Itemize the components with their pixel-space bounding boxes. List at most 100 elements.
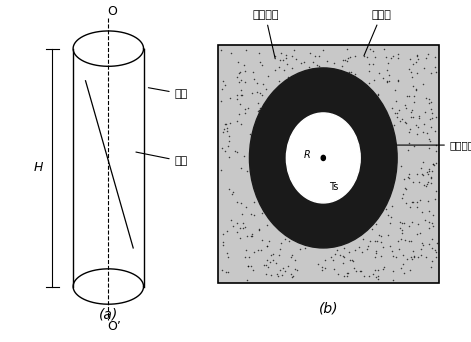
Point: [384, 232, 392, 237]
Point: [249, 267, 257, 273]
Point: [227, 51, 235, 56]
Point: [408, 219, 416, 225]
Point: [217, 98, 225, 104]
Point: [218, 145, 226, 150]
Point: [425, 136, 433, 142]
Point: [415, 180, 422, 185]
Point: [254, 101, 262, 106]
Point: [392, 255, 399, 260]
Point: [369, 48, 376, 53]
Point: [223, 228, 231, 234]
Point: [390, 254, 397, 259]
Point: [255, 227, 262, 232]
Text: H: H: [33, 161, 42, 174]
Point: [219, 79, 226, 84]
Point: [237, 121, 245, 127]
Point: [351, 54, 359, 59]
Point: [350, 265, 358, 270]
Point: [428, 181, 435, 186]
Point: [425, 167, 432, 172]
Point: [423, 169, 431, 174]
Point: [245, 254, 253, 259]
Point: [330, 266, 338, 272]
Point: [276, 267, 284, 272]
Point: [226, 120, 234, 126]
Point: [237, 166, 245, 171]
Point: [417, 252, 425, 258]
Point: [263, 87, 270, 92]
Point: [382, 54, 390, 60]
Point: [400, 221, 408, 226]
Point: [245, 105, 252, 111]
Point: [287, 272, 294, 277]
Point: [246, 131, 254, 137]
Point: [401, 238, 408, 243]
Point: [432, 142, 440, 148]
Text: Ts: Ts: [329, 182, 339, 192]
Point: [298, 60, 305, 65]
Point: [422, 95, 430, 100]
Point: [431, 54, 439, 60]
Point: [219, 130, 227, 135]
Point: [425, 145, 433, 150]
Point: [236, 225, 244, 231]
Point: [389, 54, 397, 59]
Point: [254, 247, 261, 253]
Point: [343, 47, 351, 52]
Circle shape: [286, 113, 360, 203]
Point: [429, 161, 437, 166]
Point: [225, 154, 233, 159]
Point: [249, 232, 256, 237]
Point: [243, 233, 251, 239]
Point: [233, 229, 241, 234]
Point: [290, 273, 297, 278]
Point: [225, 269, 232, 274]
Point: [261, 262, 268, 268]
Point: [238, 92, 246, 97]
Point: [235, 111, 243, 116]
Point: [239, 225, 246, 231]
Point: [331, 251, 339, 256]
Point: [377, 253, 385, 259]
Text: (a): (a): [99, 308, 118, 322]
Text: (b): (b): [319, 301, 338, 315]
Point: [407, 238, 414, 244]
Point: [428, 106, 435, 112]
Point: [432, 148, 439, 154]
Point: [403, 256, 410, 262]
Point: [374, 267, 382, 272]
Point: [386, 243, 393, 248]
Point: [398, 196, 406, 201]
Point: [429, 168, 436, 174]
Point: [405, 140, 412, 145]
Point: [372, 250, 380, 255]
Point: [319, 48, 326, 53]
Point: [236, 69, 244, 75]
Point: [242, 204, 250, 209]
Point: [414, 70, 421, 76]
Point: [339, 253, 347, 259]
Point: [406, 56, 414, 62]
Point: [402, 186, 409, 191]
Point: [412, 122, 420, 128]
Point: [281, 236, 289, 241]
Point: [417, 165, 425, 171]
Point: [433, 250, 440, 255]
Point: [288, 274, 296, 279]
Point: [327, 254, 335, 260]
Point: [288, 65, 296, 70]
Point: [409, 248, 417, 253]
Point: [427, 265, 434, 270]
Point: [363, 54, 370, 60]
Point: [244, 263, 252, 269]
Point: [239, 211, 246, 217]
Point: [409, 180, 417, 185]
Point: [379, 75, 387, 81]
Point: [256, 60, 263, 65]
Point: [415, 116, 423, 121]
Point: [383, 79, 390, 85]
Point: [426, 116, 433, 121]
Point: [316, 63, 323, 68]
Point: [420, 159, 427, 165]
Point: [418, 240, 426, 246]
